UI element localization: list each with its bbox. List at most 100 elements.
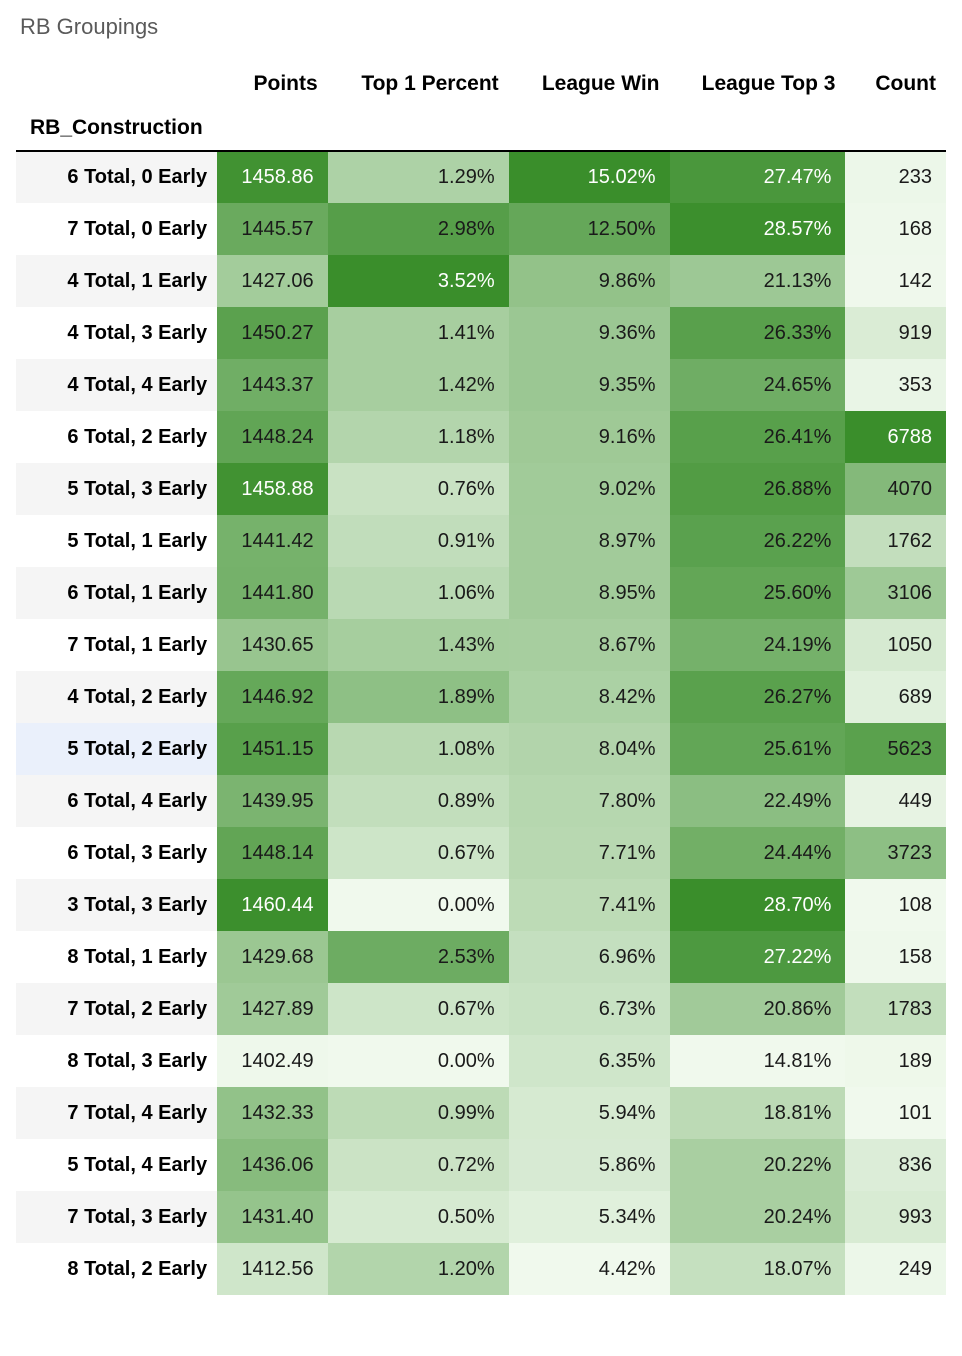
table-row: 4 Total, 1 Early1427.063.52%9.86%21.13%1… <box>16 255 946 307</box>
cell-points: 1458.86 <box>217 151 328 203</box>
row-label: 6 Total, 1 Early <box>16 567 217 619</box>
table-row: 5 Total, 3 Early1458.880.76%9.02%26.88%4… <box>16 463 946 515</box>
table-row: 7 Total, 1 Early1430.651.43%8.67%24.19%1… <box>16 619 946 671</box>
table-row: 4 Total, 2 Early1446.921.89%8.42%26.27%6… <box>16 671 946 723</box>
cell-ltop3: 14.81% <box>670 1035 846 1087</box>
cell-points: 1402.49 <box>217 1035 328 1087</box>
cell-lwin: 9.02% <box>509 463 670 515</box>
cell-top1: 1.08% <box>328 723 509 775</box>
cell-ltop3: 26.27% <box>670 671 846 723</box>
cell-points: 1448.14 <box>217 827 328 879</box>
table-row: 5 Total, 1 Early1441.420.91%8.97%26.22%1… <box>16 515 946 567</box>
cell-count: 3723 <box>845 827 946 879</box>
row-label: 4 Total, 1 Early <box>16 255 217 307</box>
cell-lwin: 9.86% <box>509 255 670 307</box>
cell-points: 1446.92 <box>217 671 328 723</box>
cell-count: 158 <box>845 931 946 983</box>
cell-count: 1762 <box>845 515 946 567</box>
cell-count: 993 <box>845 1191 946 1243</box>
cell-lwin: 8.97% <box>509 515 670 567</box>
cell-lwin: 7.71% <box>509 827 670 879</box>
cell-ltop3: 24.44% <box>670 827 846 879</box>
cell-top1: 0.99% <box>328 1087 509 1139</box>
cell-top1: 0.50% <box>328 1191 509 1243</box>
cell-lwin: 4.42% <box>509 1243 670 1295</box>
row-label: 5 Total, 4 Early <box>16 1139 217 1191</box>
cell-ltop3: 28.70% <box>670 879 846 931</box>
cell-points: 1436.06 <box>217 1139 328 1191</box>
cell-lwin: 8.42% <box>509 671 670 723</box>
cell-ltop3: 27.22% <box>670 931 846 983</box>
cell-lwin: 6.96% <box>509 931 670 983</box>
cell-lwin: 5.86% <box>509 1139 670 1191</box>
table-row: 7 Total, 0 Early1445.572.98%12.50%28.57%… <box>16 203 946 255</box>
cell-top1: 0.76% <box>328 463 509 515</box>
table-row: 3 Total, 3 Early1460.440.00%7.41%28.70%1… <box>16 879 946 931</box>
cell-lwin: 9.36% <box>509 307 670 359</box>
cell-count: 142 <box>845 255 946 307</box>
cell-ltop3: 21.13% <box>670 255 846 307</box>
cell-lwin: 5.94% <box>509 1087 670 1139</box>
table-body: 6 Total, 0 Early1458.861.29%15.02%27.47%… <box>16 151 946 1295</box>
cell-top1: 1.43% <box>328 619 509 671</box>
cell-top1: 1.18% <box>328 411 509 463</box>
table-row: 8 Total, 3 Early1402.490.00%6.35%14.81%1… <box>16 1035 946 1087</box>
cell-count: 6788 <box>845 411 946 463</box>
header-spacer <box>16 62 217 110</box>
page-title: RB Groupings <box>20 14 946 40</box>
cell-ltop3: 26.22% <box>670 515 846 567</box>
table-row: 6 Total, 2 Early1448.241.18%9.16%26.41%6… <box>16 411 946 463</box>
row-label: 5 Total, 2 Early <box>16 723 217 775</box>
cell-top1: 1.29% <box>328 151 509 203</box>
cell-points: 1432.33 <box>217 1087 328 1139</box>
cell-count: 449 <box>845 775 946 827</box>
row-label: 7 Total, 1 Early <box>16 619 217 671</box>
cell-points: 1427.06 <box>217 255 328 307</box>
cell-points: 1458.88 <box>217 463 328 515</box>
cell-top1: 3.52% <box>328 255 509 307</box>
cell-lwin: 9.35% <box>509 359 670 411</box>
cell-ltop3: 18.07% <box>670 1243 846 1295</box>
cell-lwin: 15.02% <box>509 151 670 203</box>
table-row: 5 Total, 2 Early1451.151.08%8.04%25.61%5… <box>16 723 946 775</box>
table-row: 7 Total, 4 Early1432.330.99%5.94%18.81%1… <box>16 1087 946 1139</box>
row-label: 3 Total, 3 Early <box>16 879 217 931</box>
cell-lwin: 6.73% <box>509 983 670 1035</box>
table-row: 6 Total, 1 Early1441.801.06%8.95%25.60%3… <box>16 567 946 619</box>
cell-ltop3: 25.61% <box>670 723 846 775</box>
row-label: 7 Total, 2 Early <box>16 983 217 1035</box>
cell-ltop3: 28.57% <box>670 203 846 255</box>
cell-points: 1431.40 <box>217 1191 328 1243</box>
row-label: 7 Total, 4 Early <box>16 1087 217 1139</box>
column-header-row: Points Top 1 Percent League Win League T… <box>16 62 946 110</box>
row-label: 6 Total, 0 Early <box>16 151 217 203</box>
table-row: 4 Total, 3 Early1450.271.41%9.36%26.33%9… <box>16 307 946 359</box>
cell-lwin: 8.95% <box>509 567 670 619</box>
cell-lwin: 7.41% <box>509 879 670 931</box>
row-label: 5 Total, 1 Early <box>16 515 217 567</box>
cell-count: 233 <box>845 151 946 203</box>
cell-top1: 0.91% <box>328 515 509 567</box>
rb-groupings-table: Points Top 1 Percent League Win League T… <box>16 62 946 1295</box>
index-label: RB_Construction <box>16 110 217 151</box>
cell-points: 1451.15 <box>217 723 328 775</box>
cell-ltop3: 20.24% <box>670 1191 846 1243</box>
cell-top1: 1.42% <box>328 359 509 411</box>
cell-count: 5623 <box>845 723 946 775</box>
cell-count: 836 <box>845 1139 946 1191</box>
col-header-points: Points <box>217 62 328 110</box>
cell-ltop3: 26.88% <box>670 463 846 515</box>
col-header-count: Count <box>845 62 946 110</box>
cell-points: 1439.95 <box>217 775 328 827</box>
cell-points: 1430.65 <box>217 619 328 671</box>
cell-lwin: 9.16% <box>509 411 670 463</box>
cell-points: 1427.89 <box>217 983 328 1035</box>
cell-ltop3: 25.60% <box>670 567 846 619</box>
cell-points: 1460.44 <box>217 879 328 931</box>
cell-top1: 2.98% <box>328 203 509 255</box>
row-label: 5 Total, 3 Early <box>16 463 217 515</box>
cell-top1: 1.06% <box>328 567 509 619</box>
cell-lwin: 12.50% <box>509 203 670 255</box>
cell-ltop3: 18.81% <box>670 1087 846 1139</box>
col-header-lwin: League Win <box>509 62 670 110</box>
